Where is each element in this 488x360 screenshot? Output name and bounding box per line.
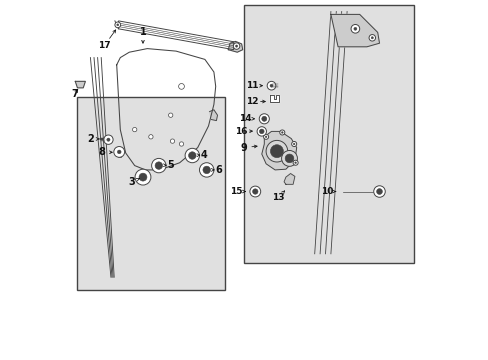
Circle shape bbox=[151, 158, 166, 173]
Text: 11: 11 bbox=[245, 81, 258, 90]
Circle shape bbox=[376, 189, 382, 194]
Circle shape bbox=[294, 162, 296, 163]
Polygon shape bbox=[261, 131, 296, 170]
Circle shape bbox=[292, 160, 298, 165]
Polygon shape bbox=[270, 95, 279, 102]
Circle shape bbox=[281, 150, 297, 166]
Text: 7: 7 bbox=[71, 89, 78, 99]
Circle shape bbox=[179, 142, 183, 146]
Circle shape bbox=[170, 139, 174, 143]
Circle shape bbox=[266, 81, 275, 90]
Circle shape bbox=[368, 35, 375, 41]
Circle shape bbox=[155, 162, 162, 169]
Text: 1: 1 bbox=[139, 27, 146, 37]
Polygon shape bbox=[209, 110, 217, 121]
Text: 4: 4 bbox=[201, 150, 207, 160]
Circle shape bbox=[185, 148, 199, 163]
Circle shape bbox=[115, 22, 121, 28]
Text: 9: 9 bbox=[240, 143, 246, 153]
Circle shape bbox=[259, 114, 269, 124]
Circle shape bbox=[135, 169, 151, 185]
Circle shape bbox=[293, 143, 294, 145]
Circle shape bbox=[261, 116, 266, 121]
Bar bbox=[77, 97, 224, 290]
Circle shape bbox=[203, 166, 210, 174]
Text: 5: 5 bbox=[167, 160, 174, 170]
Circle shape bbox=[370, 37, 373, 39]
Circle shape bbox=[117, 24, 119, 26]
Polygon shape bbox=[75, 81, 85, 88]
Text: 14: 14 bbox=[239, 114, 251, 123]
Circle shape bbox=[148, 135, 153, 139]
Circle shape bbox=[264, 136, 266, 138]
Text: 8: 8 bbox=[99, 147, 105, 157]
Polygon shape bbox=[330, 14, 379, 47]
Circle shape bbox=[139, 173, 146, 181]
Bar bbox=[244, 5, 413, 263]
Circle shape bbox=[279, 130, 284, 135]
Circle shape bbox=[178, 84, 184, 89]
Circle shape bbox=[249, 186, 260, 197]
Circle shape bbox=[285, 154, 293, 163]
Circle shape bbox=[103, 135, 113, 144]
Circle shape bbox=[350, 24, 359, 33]
Circle shape bbox=[281, 132, 283, 133]
Circle shape bbox=[263, 134, 268, 139]
Circle shape bbox=[259, 129, 264, 134]
Text: 3: 3 bbox=[128, 177, 135, 187]
Text: 10: 10 bbox=[321, 187, 333, 196]
Circle shape bbox=[114, 147, 124, 157]
Circle shape bbox=[233, 43, 239, 49]
Text: 2: 2 bbox=[87, 134, 94, 144]
Text: 13: 13 bbox=[272, 193, 285, 202]
Circle shape bbox=[235, 45, 237, 47]
Circle shape bbox=[265, 140, 287, 162]
Polygon shape bbox=[284, 174, 294, 184]
Circle shape bbox=[291, 141, 296, 147]
Circle shape bbox=[252, 189, 258, 194]
Text: 17: 17 bbox=[98, 41, 111, 50]
Circle shape bbox=[373, 186, 385, 197]
Circle shape bbox=[188, 152, 196, 159]
Circle shape bbox=[168, 113, 172, 117]
Circle shape bbox=[106, 138, 110, 141]
Circle shape bbox=[269, 84, 272, 87]
Circle shape bbox=[132, 127, 137, 132]
Text: 12: 12 bbox=[245, 97, 258, 106]
Text: 6: 6 bbox=[215, 165, 222, 175]
Circle shape bbox=[199, 163, 213, 177]
Polygon shape bbox=[228, 41, 242, 52]
Circle shape bbox=[353, 27, 356, 30]
Circle shape bbox=[270, 145, 283, 158]
Text: 15: 15 bbox=[230, 187, 243, 196]
Text: 16: 16 bbox=[235, 127, 247, 136]
Circle shape bbox=[257, 127, 266, 136]
Circle shape bbox=[117, 150, 121, 154]
